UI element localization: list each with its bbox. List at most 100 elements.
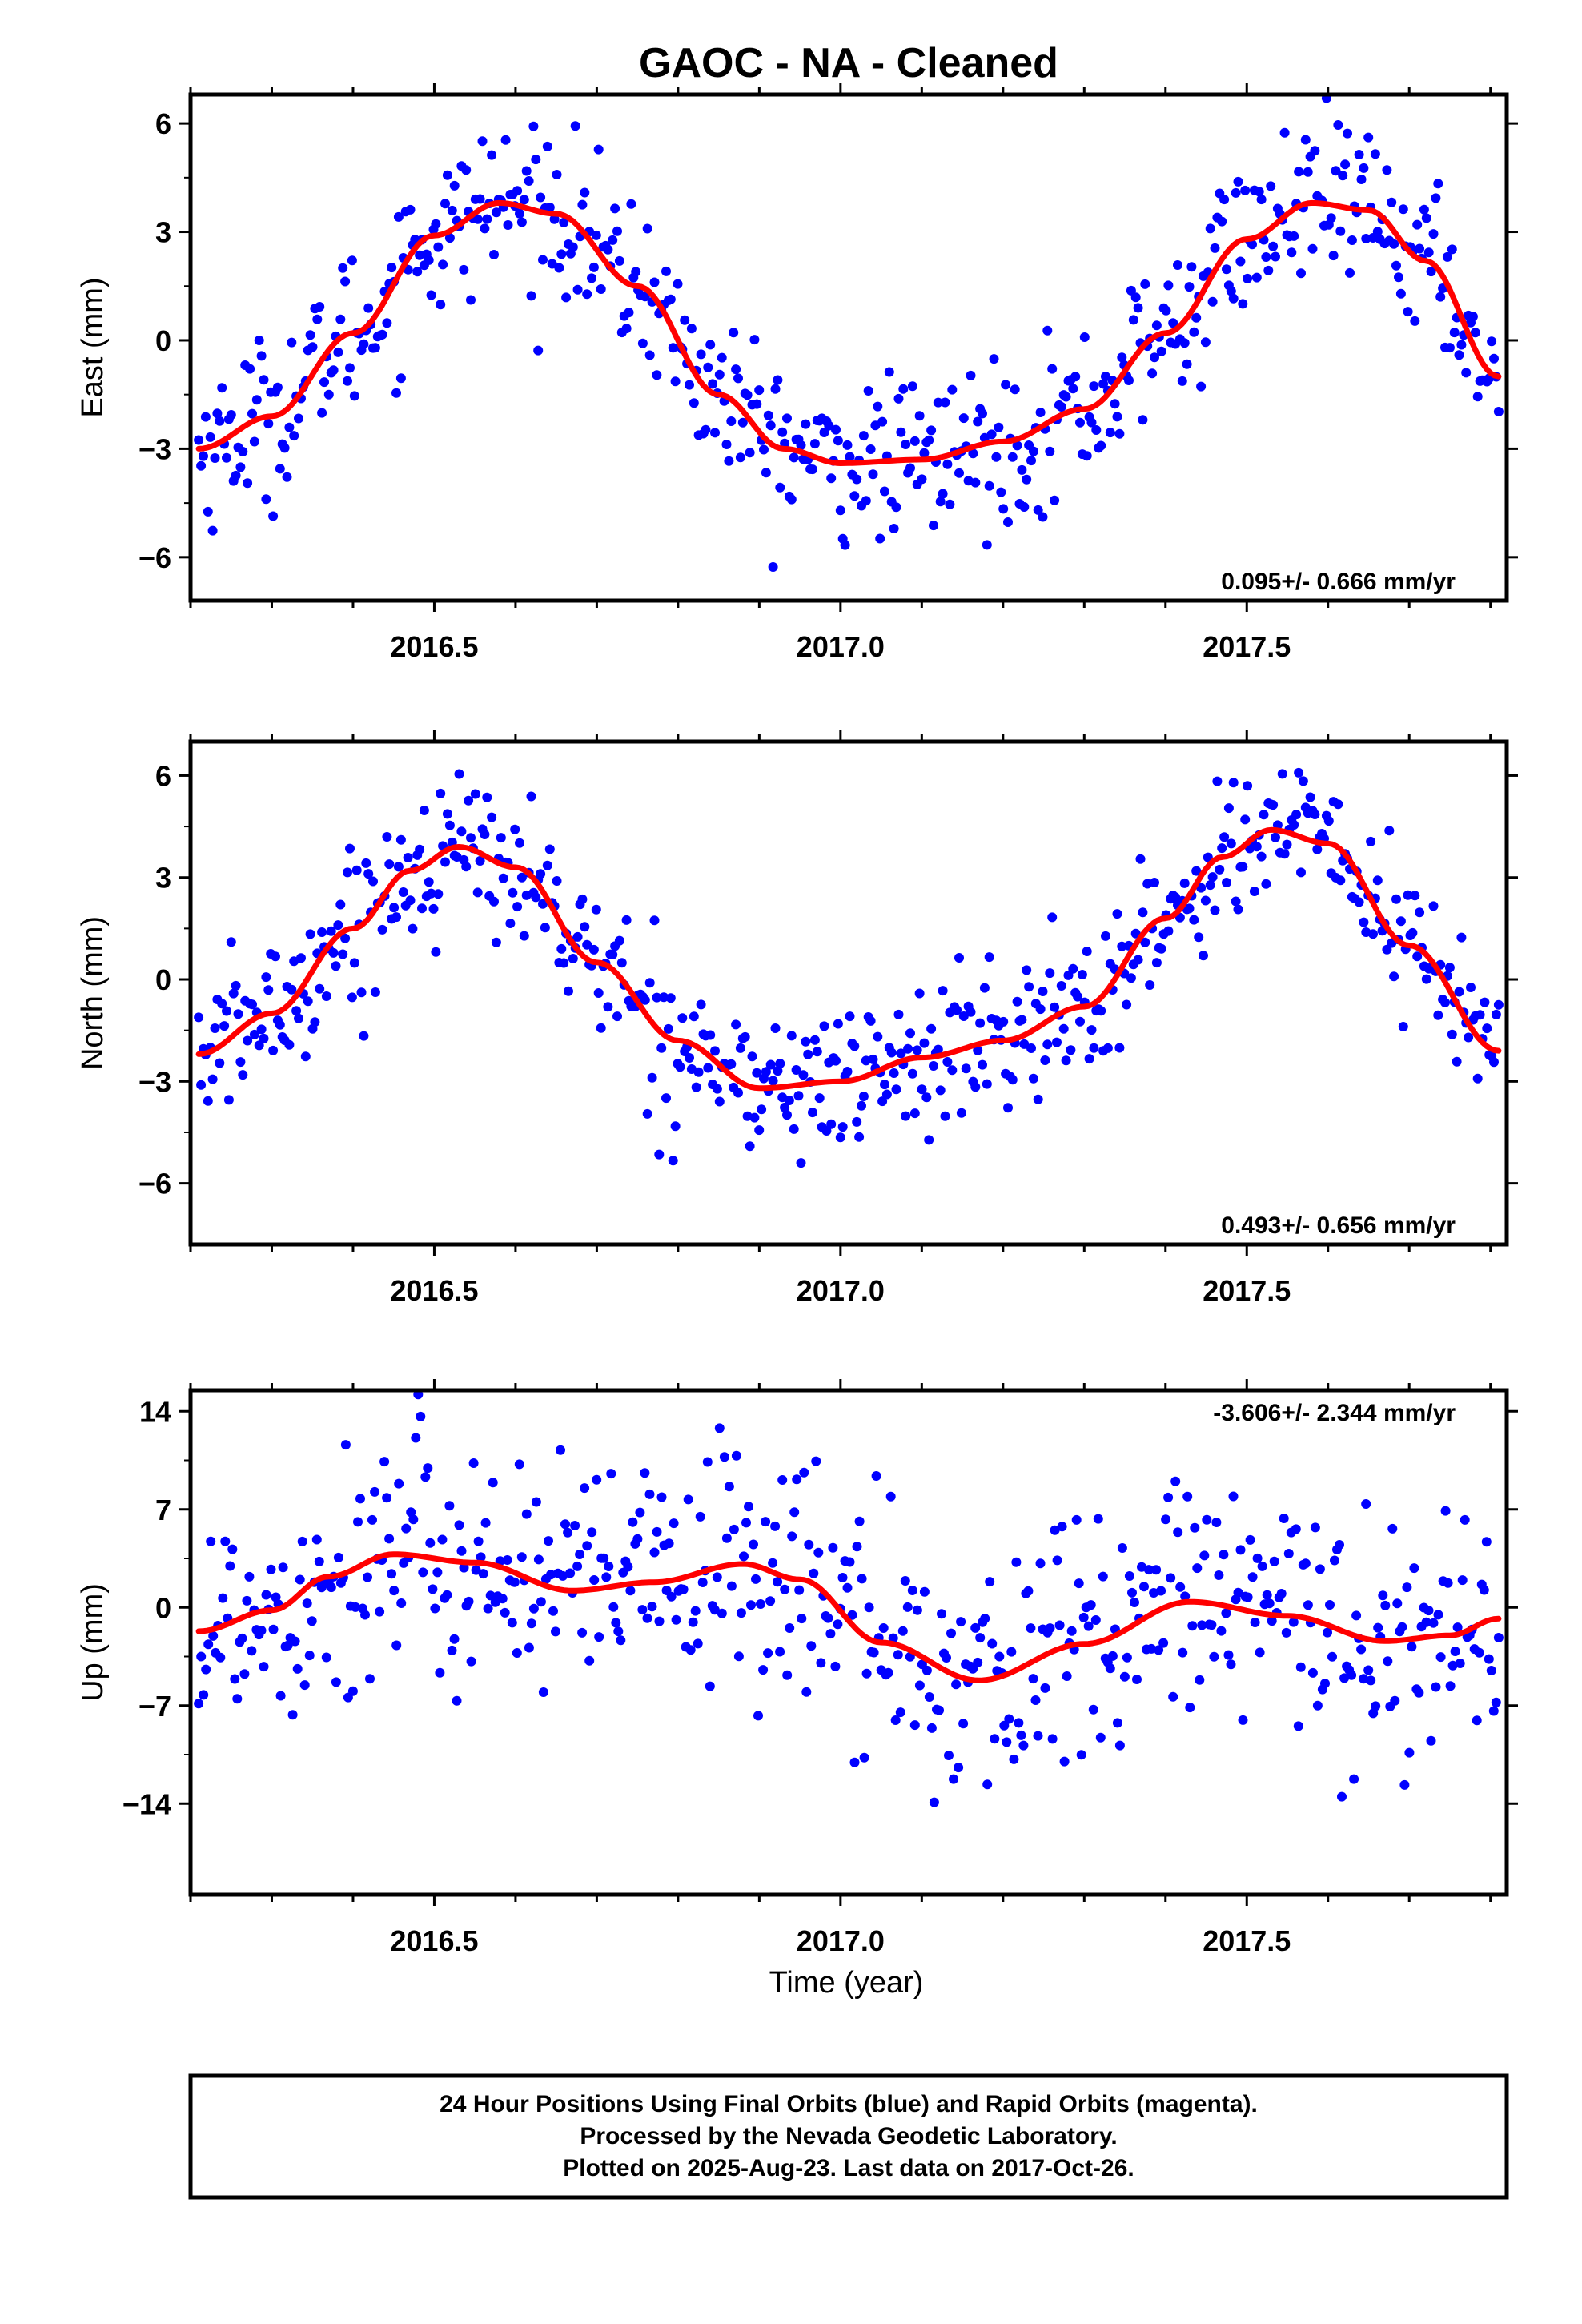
data-point — [1323, 816, 1334, 826]
data-point — [773, 1577, 783, 1587]
data-point — [1303, 167, 1313, 177]
data-point — [1035, 408, 1046, 417]
data-point — [1384, 826, 1395, 836]
data-point — [275, 1691, 286, 1701]
data-point — [389, 903, 400, 913]
data-point — [1323, 1627, 1332, 1638]
data-point — [317, 927, 327, 937]
data-point — [1262, 1590, 1272, 1600]
data-point — [519, 195, 529, 205]
data-point — [302, 1598, 312, 1609]
data-point — [991, 452, 1002, 462]
data-point — [1482, 1023, 1492, 1034]
data-point — [990, 1734, 1000, 1744]
data-point — [268, 511, 279, 521]
data-point — [1231, 896, 1241, 907]
data-point — [1428, 901, 1439, 911]
data-point — [464, 795, 474, 806]
data-point — [370, 1486, 380, 1497]
data-point — [1203, 852, 1213, 862]
data-point — [398, 887, 408, 897]
data-point — [865, 1015, 876, 1026]
data-point — [1233, 904, 1243, 915]
data-point — [347, 992, 357, 1003]
data-point — [1289, 231, 1299, 241]
data-point — [1428, 229, 1439, 239]
data-point — [1186, 262, 1197, 272]
data-point — [944, 1751, 954, 1760]
data-point — [593, 988, 604, 998]
data-point — [826, 473, 837, 484]
up-rate-label: -3.606+/- 2.344 mm/yr — [1213, 1400, 1456, 1426]
data-point — [1222, 264, 1231, 275]
data-point — [814, 1093, 825, 1104]
data-point — [761, 468, 771, 478]
data-point — [865, 444, 876, 454]
data-point — [637, 1605, 648, 1615]
data-point — [568, 954, 578, 963]
data-point — [363, 303, 374, 313]
data-point — [426, 290, 436, 300]
data-point — [1442, 251, 1452, 262]
data-point — [1047, 364, 1058, 374]
x-tick-label: 2017.5 — [1203, 630, 1291, 663]
data-point — [825, 1629, 836, 1639]
data-point — [780, 1584, 790, 1594]
data-point — [284, 1039, 295, 1050]
data-point — [796, 1158, 806, 1168]
data-point — [482, 214, 492, 224]
data-point — [982, 1079, 992, 1089]
data-point — [552, 170, 562, 179]
data-point — [1228, 293, 1239, 304]
data-point — [340, 1440, 351, 1450]
data-point — [654, 1149, 665, 1160]
data-point — [868, 1054, 878, 1064]
data-point — [428, 1584, 438, 1594]
data-point — [1076, 1750, 1086, 1760]
data-point — [1215, 864, 1225, 875]
data-point — [491, 937, 501, 947]
data-point — [1158, 1638, 1169, 1648]
data-point — [1403, 890, 1413, 900]
data-point — [1156, 943, 1166, 954]
data-point — [1022, 474, 1032, 485]
data-point — [891, 1084, 901, 1095]
data-point — [588, 944, 599, 955]
data-point — [1135, 854, 1146, 864]
data-point — [1293, 1721, 1303, 1731]
data-point — [1096, 440, 1106, 451]
footer-line-3: Plotted on 2025-Aug-23. Last data on 201… — [563, 2155, 1134, 2181]
data-point — [726, 416, 737, 426]
data-point — [349, 958, 359, 968]
data-point — [861, 496, 871, 506]
data-point — [1178, 1647, 1188, 1658]
data-point — [440, 857, 450, 867]
data-point — [685, 1645, 696, 1655]
data-point — [261, 494, 271, 505]
data-point — [789, 1507, 800, 1518]
data-point — [749, 1539, 758, 1550]
data-point — [295, 1574, 305, 1585]
data-point — [787, 1531, 797, 1542]
data-point — [785, 1623, 795, 1633]
data-point — [896, 1048, 906, 1059]
data-point — [1491, 1009, 1501, 1019]
data-point — [717, 352, 727, 363]
data-point — [196, 1651, 207, 1662]
data-point — [425, 1538, 436, 1548]
data-point — [1052, 1037, 1062, 1047]
data-point — [1295, 1662, 1306, 1672]
data-point — [540, 923, 550, 933]
data-point — [729, 1524, 739, 1534]
data-point — [243, 478, 253, 489]
data-point — [1256, 851, 1267, 862]
data-point — [886, 1047, 897, 1058]
data-point — [637, 338, 648, 348]
data-point — [475, 856, 485, 866]
data-point — [408, 1514, 419, 1525]
data-point — [612, 1011, 622, 1022]
up-plot-area — [191, 1390, 1507, 1895]
data-point — [789, 1124, 799, 1134]
data-point — [558, 1570, 568, 1581]
data-point — [1149, 1588, 1159, 1598]
